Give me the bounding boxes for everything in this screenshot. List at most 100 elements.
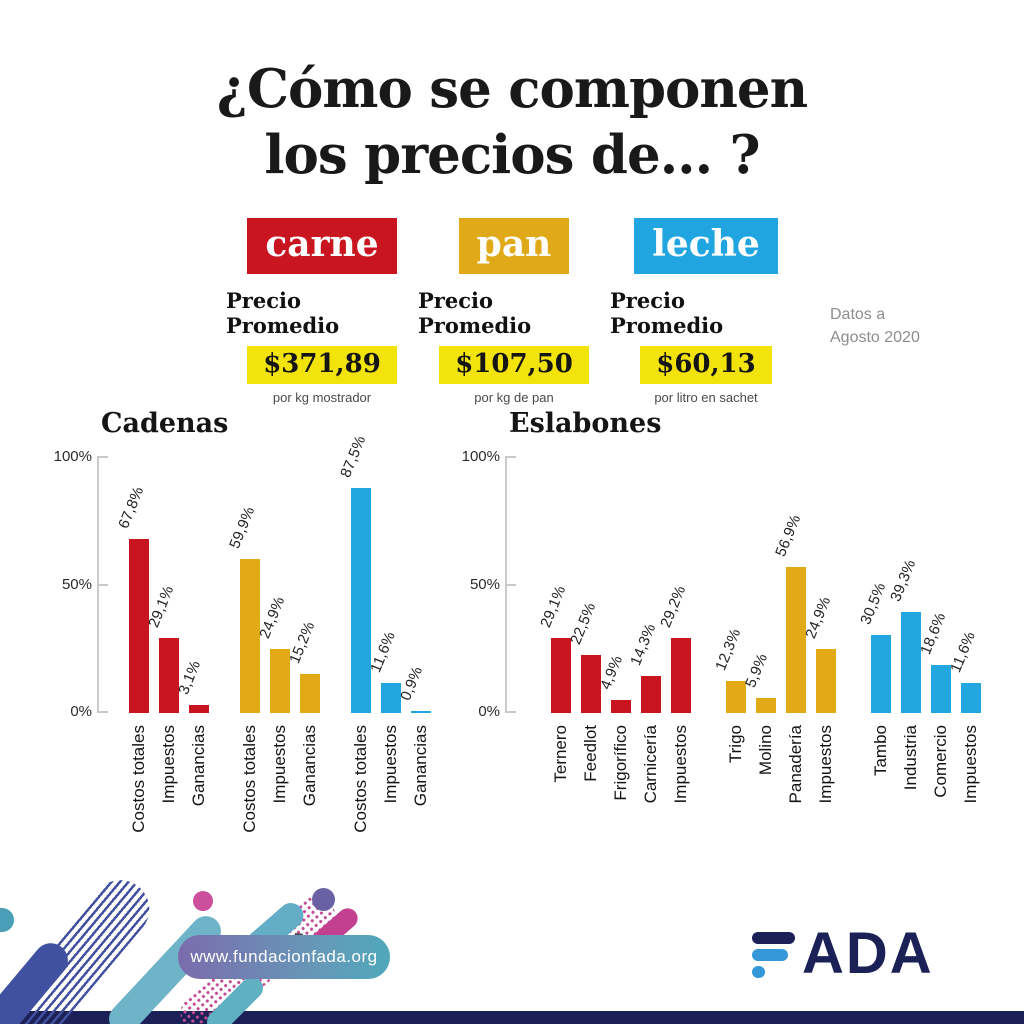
y-tick-mark-100 bbox=[507, 456, 516, 458]
bar-value-label: 29,1% bbox=[537, 583, 570, 631]
bar-category-label: Impuestos bbox=[816, 725, 835, 804]
bar-value-label: 29,2% bbox=[657, 583, 690, 630]
date-note-line1: Datos a bbox=[830, 306, 886, 323]
bar-category-label: Tambo bbox=[871, 725, 890, 777]
bar-value-label: 24,9% bbox=[256, 594, 289, 642]
bar-value-label: 30,5% bbox=[857, 579, 890, 627]
bar-panadería: 56,9% Panadería bbox=[772, 512, 806, 803]
bar-impuestos: 29,2% Impuestos bbox=[657, 583, 691, 803]
bar-value-label: 15,2% bbox=[286, 619, 319, 666]
bar-impuestos: 11,6% Impuestos bbox=[367, 630, 401, 803]
bar-impuestos: 29,1% Impuestos bbox=[145, 583, 179, 803]
cadenas-bars: 67,8% Costos totales 29,1% Impuestos 3,1% Gan… bbox=[99, 433, 431, 833]
bar-group-carne: 67,8% Costos totales 29,1% Impuestos 3,1% Gan… bbox=[115, 484, 209, 833]
bottom-navy-bar bbox=[0, 1011, 1024, 1024]
bar-ganancias: 0,9% Ganancias bbox=[397, 664, 431, 806]
cadenas-chart: Cadenas 100% 50% 0% 67,8% Costos totales 2… bbox=[54, 408, 444, 833]
bar-tambo: 30,5% Tambo bbox=[857, 580, 891, 776]
bar-value-label: 4,9% bbox=[597, 653, 627, 693]
bar-costos-totales: 87,5% Costos totales bbox=[337, 433, 371, 833]
bar-feedlot: 22,5% Feedlot bbox=[567, 600, 601, 782]
y-tick-label-50: 50% bbox=[61, 575, 92, 593]
bar-value-label: 3,1% bbox=[175, 658, 205, 698]
carne-price-unit: por kg mostrador bbox=[272, 390, 372, 405]
bar-value-label: 87,5% bbox=[337, 433, 370, 481]
y-tick-label-100: 100% bbox=[53, 448, 92, 465]
page-title-line2: los precios de... ? bbox=[264, 124, 760, 186]
y-tick-label-100: 100% bbox=[461, 448, 500, 465]
y-tick-mark-50 bbox=[507, 583, 516, 586]
bar-category-label: Impuestos bbox=[381, 725, 400, 804]
bar-value-label: 59,9% bbox=[226, 504, 259, 552]
bar-category-label: Costos totales bbox=[351, 725, 370, 833]
leche-price-label: Precio Promedio bbox=[610, 288, 724, 338]
bar-category-label: Feedlot bbox=[581, 725, 600, 782]
y-tick-mark-0 bbox=[99, 711, 108, 713]
fada-f-mark-icon bbox=[752, 928, 795, 978]
bar-ternero: 29,1% Ternero bbox=[537, 583, 571, 783]
bar-category-label: Costos totales bbox=[240, 725, 259, 833]
bar-comercio: 18,6% Comercio bbox=[917, 610, 951, 798]
website-url: www.fundacionfada.org bbox=[190, 947, 378, 966]
page-title: ¿Cómo se componen los precios de... ? bbox=[0, 56, 1024, 188]
product-card-carne: carne Precio Promedio $371,89 por kg mos… bbox=[226, 218, 418, 405]
bar-costos-totales: 59,9% Costos totales bbox=[226, 504, 260, 833]
cadenas-chart-title: Cadenas bbox=[101, 408, 229, 439]
bar-category-label: Ganancias bbox=[189, 725, 208, 807]
bar-carnicería: 14,3% Carnicería bbox=[627, 622, 661, 803]
bar-value-label: 67,8% bbox=[115, 484, 148, 531]
bar-category-label: Frigorífico bbox=[611, 725, 630, 801]
bar-category-label: Carnicería bbox=[641, 725, 660, 804]
bar-category-label: Ternero bbox=[551, 725, 570, 783]
bar-category-label: Impuestos bbox=[671, 725, 690, 804]
page-title-line1: ¿Cómo se componen bbox=[216, 58, 808, 120]
website-url-pill[interactable]: www.fundacionfada.org bbox=[178, 935, 390, 979]
data-date-note: Datos a Agosto 2020 bbox=[830, 303, 920, 349]
bar-value-label: 11,6% bbox=[947, 629, 979, 676]
bar-category-label: Industria bbox=[901, 725, 920, 791]
date-note-line2: Agosto 2020 bbox=[830, 329, 920, 346]
bar-value-label: 24,9% bbox=[802, 594, 835, 642]
product-card-pan: pan Precio Promedio $107,50 por kg de pa… bbox=[418, 218, 610, 405]
eslabones-chart-title: Eslabones bbox=[509, 408, 662, 439]
bar-costos-totales: 67,8% Costos totales bbox=[115, 484, 149, 833]
bar-category-label: Ganancias bbox=[411, 725, 430, 807]
bar-ganancias: 3,1% Ganancias bbox=[175, 658, 209, 806]
bar-industria: 39,3% Industria bbox=[887, 557, 921, 790]
bar-value-label: 39,3% bbox=[887, 557, 920, 604]
bar-category-label: Molino bbox=[756, 725, 775, 776]
decorative-pink-dot bbox=[193, 891, 213, 911]
bar-group-pan: 12,3% Trigo 5,9% Molino 56,9% Panadería 24,9% I… bbox=[712, 512, 836, 803]
bar-category-label: Comercio bbox=[931, 725, 950, 798]
product-cards: carne Precio Promedio $371,89 por kg mos… bbox=[226, 218, 802, 405]
bar-value-label: 29,1% bbox=[145, 583, 178, 631]
bar-impuestos: 24,9% Impuestos bbox=[256, 594, 290, 803]
bar-category-label: Impuestos bbox=[159, 725, 178, 804]
y-tick-mark-50 bbox=[99, 583, 108, 586]
fada-logo: ADA bbox=[752, 921, 934, 986]
bar-value-label: 56,9% bbox=[772, 512, 805, 559]
bar-frigorífico: 4,9% Frigorífico bbox=[597, 654, 631, 801]
y-tick-label-0: 0% bbox=[478, 703, 500, 720]
decorative-teal-triangle bbox=[0, 903, 19, 937]
bar-group-pan: 59,9% Costos totales 24,9% Impuestos 15,2% Ga… bbox=[226, 504, 320, 833]
fada-logo-text: ADA bbox=[802, 921, 934, 986]
pan-price-label: Precio Promedio bbox=[418, 288, 532, 338]
leche-price: $60,13 bbox=[640, 346, 772, 384]
y-tick-mark-100 bbox=[99, 456, 108, 458]
bar-value-label: 14,3% bbox=[627, 621, 660, 669]
pan-price-unit: por kg de pan bbox=[474, 390, 554, 405]
f-mark-top-bar bbox=[752, 932, 795, 944]
bar-trigo: 12,3% Trigo bbox=[712, 627, 746, 763]
product-card-leche: leche Precio Promedio $60,13 por litro e… bbox=[610, 218, 802, 405]
eslabones-plot-area: 100% 50% 0% 29,1% Ternero 22,5% Feedlot 4,9%… bbox=[462, 448, 981, 803]
bar-ganancias: 15,2% Ganancias bbox=[286, 619, 320, 806]
bar-value-label: 22,5% bbox=[567, 600, 600, 648]
f-mark-middle-bar bbox=[752, 949, 788, 961]
bar-value-label: 0,9% bbox=[397, 663, 427, 703]
bar-group-leche: 30,5% Tambo 39,3% Industria 18,6% Comercio 11,… bbox=[857, 557, 981, 803]
bar-value-label: 5,9% bbox=[742, 651, 772, 690]
bar-category-label: Impuestos bbox=[270, 725, 289, 804]
decorative-purple-dot bbox=[312, 888, 335, 911]
